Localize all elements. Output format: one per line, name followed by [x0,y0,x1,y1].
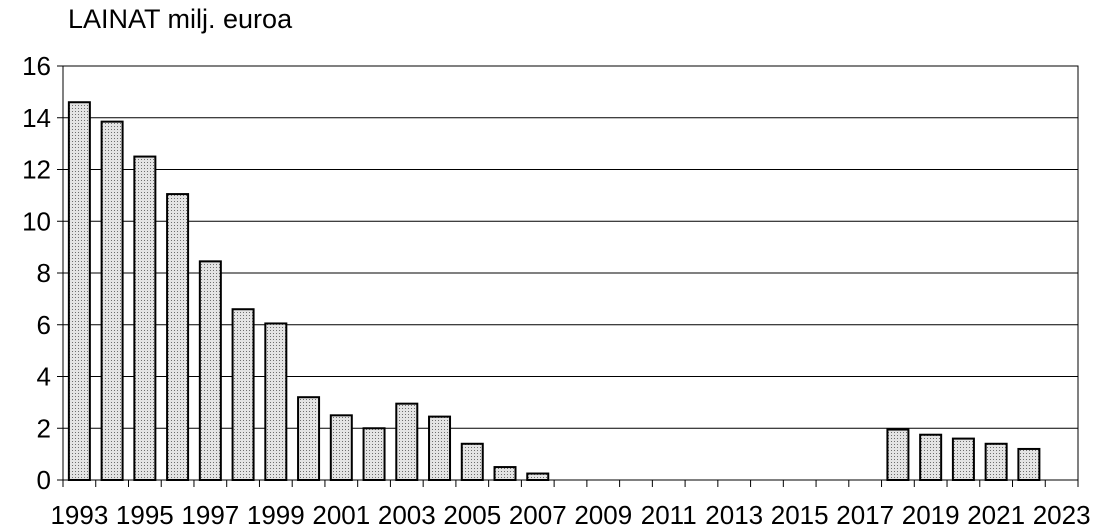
x-tick-label: 1995 [116,500,174,530]
y-tick-label: 8 [37,258,51,288]
bar-2018 [886,428,910,482]
plot-frame [62,65,1079,481]
bar-2001 [329,414,353,481]
axes [57,65,1079,487]
bar-1997 [198,260,222,482]
x-tick-label: 1997 [181,500,239,530]
bar-1998 [231,308,255,481]
x-tick-label: 2001 [312,500,370,530]
bar-2005 [460,442,484,481]
bar-2022 [1017,447,1041,482]
x-tick-label: 2011 [641,500,697,530]
bar-2020 [951,437,975,482]
x-tick-label: 2005 [443,500,501,530]
bar-1994 [100,120,124,481]
bars [67,101,1041,482]
bar-1999 [264,322,288,481]
y-tick-label: 12 [22,155,51,185]
x-tick-label: 2007 [509,500,567,530]
x-tick-label: 2017 [836,500,894,530]
x-tick-label: 2009 [574,500,632,530]
y-tick-label: 4 [37,362,51,392]
bar-2019 [919,433,943,481]
x-tick-label: 1993 [50,500,108,530]
x-tick-label: 2023 [1033,500,1091,530]
chart-title: LAINAT milj. euroa [68,4,293,34]
x-tick-label: 1999 [247,500,305,530]
bar-2004 [428,415,452,482]
bar-2003 [395,402,419,482]
bar-1993 [67,101,91,481]
y-tick-label: 2 [37,413,51,443]
y-tick-label: 6 [37,310,51,340]
y-tick-label: 16 [22,51,51,81]
bar-2006 [493,466,517,481]
bar-1995 [133,155,157,481]
y-tick-label: 10 [22,206,51,236]
bar-2002 [362,427,386,481]
x-tick-label: 2003 [378,500,436,530]
bar-2007 [526,472,550,481]
x-tick-label: 2021 [967,500,1025,530]
x-tick-label: 2013 [705,500,763,530]
x-tick-label: 2015 [771,500,829,530]
y-tick-label: 0 [37,465,51,495]
y-tick-label: 14 [22,103,51,133]
bar-2000 [297,396,321,482]
x-tick-label: 2019 [902,500,960,530]
bar-1996 [166,193,190,482]
bar-2021 [984,442,1008,481]
